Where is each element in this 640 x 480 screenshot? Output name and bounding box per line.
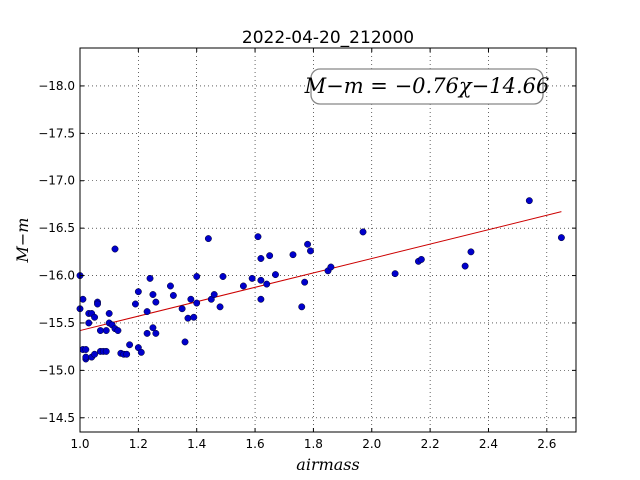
- data-point: [149, 324, 157, 332]
- x-tick-label: 1.8: [304, 437, 323, 451]
- x-tick-label: 1.0: [70, 437, 89, 451]
- equation-box: M−m = −0.76χ−14.66: [304, 68, 550, 105]
- data-point: [178, 305, 186, 313]
- data-point: [181, 338, 189, 346]
- data-point: [210, 291, 218, 298]
- fit-line-group: [79, 211, 562, 332]
- data-point: [257, 276, 265, 284]
- data-point: [105, 310, 113, 317]
- data-point: [239, 282, 247, 290]
- data-point: [307, 247, 314, 255]
- data-points: [76, 197, 565, 363]
- data-point: [417, 255, 425, 263]
- x-tick-label: 2.6: [537, 437, 556, 451]
- fit-line: [79, 211, 562, 332]
- data-point: [461, 262, 469, 270]
- x-tick-label: 1.6: [246, 437, 265, 451]
- y-tick-label: −16.5: [38, 221, 75, 235]
- data-point: [391, 270, 399, 278]
- data-point: [272, 271, 279, 279]
- plot-frame: [79, 47, 577, 433]
- axis-ticks: 1.0 1.2 1.4 1.6 1.8 2.0 2.2 2.4 2.6 −14.5 −15.0 −15…: [38, 48, 576, 451]
- grid: [79, 48, 576, 432]
- fit-equation: M−m = −0.76χ−14.66: [304, 74, 550, 98]
- y-tick-label: −15.0: [38, 363, 75, 377]
- data-point: [143, 329, 151, 337]
- data-point: [111, 245, 119, 253]
- x-tick-label: 1.4: [187, 437, 206, 451]
- y-axis-label: M−m: [13, 218, 32, 264]
- data-point: [146, 274, 154, 282]
- data-point: [91, 313, 99, 321]
- y-tick-label: −16.0: [38, 269, 75, 283]
- x-tick-label: 2.4: [479, 437, 498, 451]
- data-point: [169, 292, 177, 299]
- data-point: [193, 299, 201, 307]
- data-point: [298, 303, 306, 311]
- equation-box-frame: [310, 68, 544, 105]
- data-point: [187, 295, 195, 303]
- data-point: [204, 235, 212, 243]
- data-point: [193, 273, 201, 280]
- y-tick-label: −15.5: [38, 316, 75, 330]
- chart-title: 2022-04-20_212000: [242, 28, 414, 48]
- data-point: [134, 288, 142, 296]
- data-point: [216, 303, 224, 311]
- data-point: [123, 350, 131, 358]
- data-point: [304, 240, 312, 248]
- y-tick-label: −18.0: [38, 79, 75, 93]
- data-point: [149, 291, 157, 298]
- data-point: [289, 251, 297, 259]
- data-point: [166, 282, 174, 290]
- data-point: [152, 298, 160, 306]
- data-point: [143, 308, 151, 316]
- data-point: [82, 346, 90, 353]
- data-point: [557, 234, 565, 242]
- data-point: [114, 327, 122, 334]
- data-point: [102, 327, 110, 334]
- x-tick-label: 2.0: [362, 437, 381, 451]
- data-point: [257, 255, 265, 262]
- data-point: [254, 233, 262, 241]
- data-point: [126, 341, 134, 349]
- data-point: [82, 353, 90, 361]
- data-point: [94, 300, 101, 308]
- y-tick-label: −17.0: [38, 174, 75, 188]
- data-point: [359, 228, 367, 236]
- data-point: [91, 350, 99, 358]
- x-tick-label: 1.2: [129, 437, 148, 451]
- data-point: [85, 319, 93, 327]
- data-point: [152, 329, 160, 337]
- x-axis-label: airmass: [296, 455, 359, 474]
- data-point: [467, 248, 475, 256]
- data-point: [257, 295, 265, 303]
- data-point: [525, 197, 533, 205]
- y-tick-label: −17.5: [38, 126, 75, 140]
- data-point: [79, 295, 87, 303]
- data-point: [190, 313, 198, 321]
- data-point: [219, 273, 227, 280]
- data-point: [184, 314, 192, 322]
- data-point: [102, 347, 110, 355]
- data-point: [137, 348, 145, 356]
- data-point: [327, 263, 335, 271]
- data-point: [248, 274, 256, 282]
- y-tick-label: −14.5: [38, 411, 75, 425]
- x-tick-label: 2.2: [421, 437, 440, 451]
- data-point: [131, 300, 139, 308]
- data-point: [96, 327, 104, 334]
- data-point: [266, 252, 274, 260]
- data-point: [301, 278, 309, 286]
- data-point: [263, 280, 271, 288]
